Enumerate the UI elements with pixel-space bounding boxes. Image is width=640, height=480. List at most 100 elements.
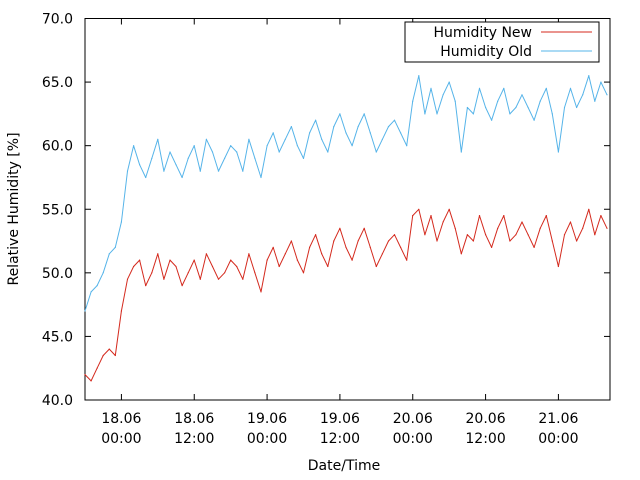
data-point-humidity-new xyxy=(509,240,511,242)
data-point-humidity-old xyxy=(254,157,256,159)
data-point-humidity-old xyxy=(260,176,262,179)
data-point-humidity-old xyxy=(157,138,159,140)
y-tick-label: 50.0 xyxy=(42,266,73,282)
data-point-humidity-old xyxy=(442,94,444,96)
data-point-humidity-new xyxy=(345,246,347,248)
x-tick-label-date: 20.06 xyxy=(466,411,506,427)
data-point-humidity-new xyxy=(393,234,396,236)
data-point-humidity-old xyxy=(84,310,86,312)
data-point-humidity-new xyxy=(369,246,371,248)
data-point-humidity-old xyxy=(133,145,135,147)
data-point-humidity-old xyxy=(90,291,92,293)
data-point-humidity-old xyxy=(497,100,499,102)
data-point-humidity-old xyxy=(224,157,226,159)
data-point-humidity-old xyxy=(533,119,535,121)
data-point-humidity-old xyxy=(217,170,220,172)
data-point-humidity-old xyxy=(284,138,286,140)
data-point-humidity-old xyxy=(236,151,238,153)
data-point-humidity-old xyxy=(503,87,505,89)
data-point-humidity-old xyxy=(193,145,195,147)
data-point-humidity-new xyxy=(533,246,535,248)
x-tick-label-time: 00:00 xyxy=(538,431,578,447)
data-point-humidity-new xyxy=(193,259,195,261)
data-point-humidity-new xyxy=(569,221,572,223)
data-point-humidity-old xyxy=(126,170,129,172)
data-point-humidity-new xyxy=(406,259,408,261)
data-point-humidity-old xyxy=(163,170,165,172)
data-point-humidity-new xyxy=(339,227,341,229)
data-point-humidity-new xyxy=(169,259,171,261)
y-axis: 40.0 45.0 50.0 55.0 60.0 65.0 70.0 xyxy=(42,12,610,409)
data-point-humidity-old xyxy=(199,170,201,172)
data-point-humidity-new xyxy=(545,215,547,217)
data-point-humidity-new xyxy=(606,227,608,229)
data-point-humidity-new xyxy=(466,234,468,236)
data-point-humidity-old xyxy=(242,170,244,172)
data-point-humidity-new xyxy=(205,253,207,255)
data-point-humidity-old xyxy=(139,164,141,166)
data-point-humidity-new xyxy=(503,215,505,217)
data-point-humidity-new xyxy=(497,227,499,229)
data-point-humidity-old xyxy=(491,119,493,121)
data-point-humidity-old xyxy=(557,151,560,153)
data-point-humidity-new xyxy=(114,354,116,357)
data-point-humidity-old xyxy=(114,246,116,248)
data-point-humidity-old xyxy=(302,157,305,159)
x-tick-label-time: 12:00 xyxy=(320,431,360,447)
data-point-humidity-old xyxy=(339,113,341,115)
data-point-humidity-new xyxy=(315,234,317,236)
data-point-humidity-old xyxy=(363,113,365,115)
data-point-humidity-new xyxy=(515,234,517,236)
series-humidity-old xyxy=(84,75,608,312)
data-point-humidity-new xyxy=(521,221,523,223)
data-point-humidity-old xyxy=(151,157,153,159)
data-point-humidity-new xyxy=(120,310,122,312)
y-tick-label: 55.0 xyxy=(42,202,73,218)
data-point-humidity-new xyxy=(418,208,420,210)
data-point-humidity-old xyxy=(472,113,474,115)
series-humidity-new xyxy=(84,208,608,382)
data-point-humidity-old xyxy=(406,145,408,147)
x-tick-label-date: 18.06 xyxy=(101,411,141,427)
data-point-humidity-old xyxy=(169,151,171,153)
data-point-humidity-new xyxy=(309,246,311,248)
data-point-humidity-new xyxy=(272,246,274,248)
data-point-humidity-old xyxy=(187,157,189,159)
data-point-humidity-old xyxy=(211,151,214,153)
data-point-humidity-new xyxy=(90,380,92,382)
x-axis: 18.06 00:00 18.06 12:00 19.06 00:00 19.06 12:00… xyxy=(101,18,579,447)
data-point-humidity-old xyxy=(393,119,396,121)
legend-box xyxy=(404,21,600,63)
y-tick-label: 40.0 xyxy=(42,393,73,409)
data-point-humidity-new xyxy=(387,240,390,242)
data-point-humidity-old xyxy=(181,176,183,179)
data-point-humidity-old xyxy=(466,106,468,109)
data-point-humidity-old xyxy=(400,132,402,134)
data-point-humidity-old xyxy=(102,272,104,274)
data-point-humidity-new xyxy=(175,265,177,268)
data-point-humidity-new xyxy=(363,227,365,229)
data-point-humidity-new xyxy=(400,246,402,248)
data-point-humidity-old xyxy=(351,145,353,147)
data-point-humidity-old xyxy=(108,253,110,255)
x-tick-label-time: 00:00 xyxy=(101,431,141,447)
x-tick-label-date: 19.06 xyxy=(247,411,287,427)
data-point-humidity-old xyxy=(375,151,377,153)
data-point-humidity-old xyxy=(120,221,122,223)
data-point-humidity-new xyxy=(491,246,493,248)
data-point-humidity-new xyxy=(278,265,280,268)
x-tick-label-date: 18.06 xyxy=(174,411,214,427)
data-point-humidity-new xyxy=(551,240,553,242)
data-point-humidity-new xyxy=(242,278,244,280)
data-point-humidity-new xyxy=(381,253,383,255)
x-tick-label-date: 20.06 xyxy=(393,411,433,427)
data-point-humidity-new xyxy=(302,272,305,274)
data-point-humidity-old xyxy=(418,75,420,77)
data-point-humidity-old xyxy=(369,132,371,134)
data-point-humidity-old xyxy=(594,100,596,102)
y-tick-label: 65.0 xyxy=(42,75,73,91)
data-point-humidity-old xyxy=(327,151,329,153)
data-point-humidity-new xyxy=(133,265,135,268)
plot-border xyxy=(84,18,611,401)
data-point-humidity-old xyxy=(436,113,438,115)
